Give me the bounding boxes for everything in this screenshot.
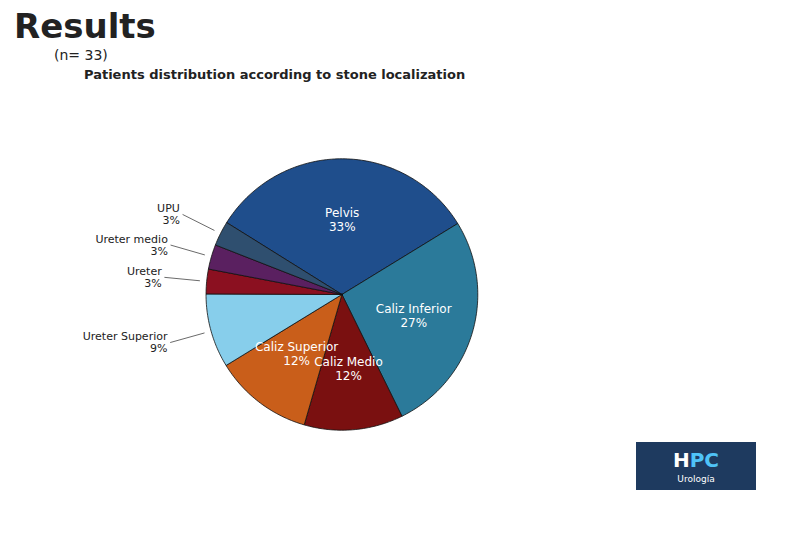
- svg-text:Caliz Superior12%: Caliz Superior12%: [255, 340, 338, 368]
- svg-text:Ureter medio3%: Ureter medio3%: [95, 233, 168, 258]
- svg-text:Caliz Medio12%: Caliz Medio12%: [314, 355, 383, 383]
- svg-text:UPU3%: UPU3%: [157, 202, 180, 227]
- html-text:Urología: Urología: [677, 474, 715, 484]
- html-text:H PC: H PC: [673, 448, 719, 472]
- svg-text:Caliz Inferior27%: Caliz Inferior27%: [376, 302, 452, 330]
- html-text:(n= 33): (n= 33): [54, 47, 108, 63]
- svg-text:Pelvis33%: Pelvis33%: [325, 206, 359, 234]
- html-text:Patients distribution accordin: Patients distribution according to stone…: [84, 67, 466, 82]
- svg-text:Ureter Superior9%: Ureter Superior9%: [83, 330, 168, 355]
- html-text:Results: Results: [14, 6, 156, 46]
- svg-text:Ureter3%: Ureter3%: [127, 265, 162, 290]
